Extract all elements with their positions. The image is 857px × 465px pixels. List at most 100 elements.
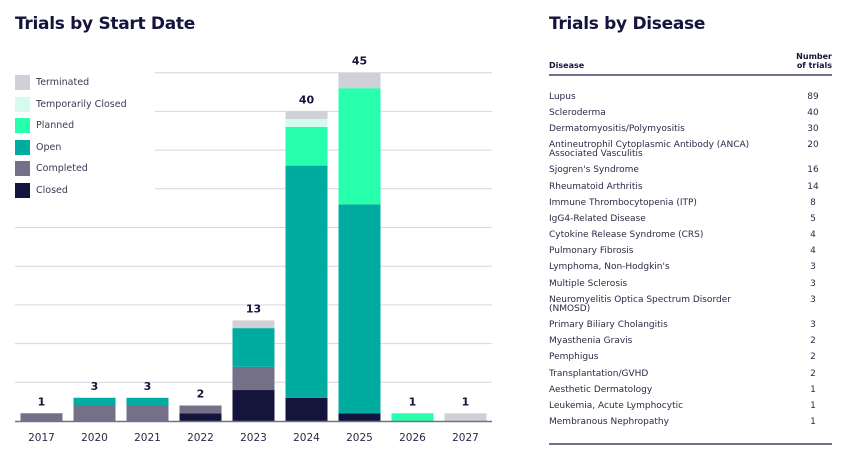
trial-count: 2 (810, 352, 816, 363)
disease-name: Immune Thrombocytopenia (ITP) (549, 197, 697, 208)
legend-label: Open (36, 141, 62, 153)
bar-segment (73, 397, 116, 406)
trial-count: 30 (807, 123, 819, 134)
table-row: Antineutrophil Cytoplasmic Antibody (ANC… (549, 138, 832, 163)
header-count-line2: of trials (796, 61, 832, 70)
disease-name: Primary Biliary Cholangitis (549, 320, 668, 331)
table-row: Pemphigus 2 (549, 350, 832, 366)
trial-count: 5 (810, 213, 816, 224)
bar-total-label: 40 (299, 93, 315, 106)
table-row: Cytokine Release Syndrome (CRS) 4 (549, 228, 832, 244)
trial-count: 20 (807, 140, 819, 151)
bar-segment (338, 72, 381, 89)
header-disease: Disease (549, 61, 585, 70)
table-row: Leukemia, Acute Lymphocytic 1 (549, 398, 832, 414)
x-tick-label: 2023 (240, 432, 267, 444)
x-tick-label: 2021 (134, 432, 161, 444)
table-row: Lymphoma, Non-Hodgkin's 3 (549, 260, 832, 276)
x-tick-label: 2017 (28, 432, 55, 444)
trial-count: 3 (810, 262, 816, 273)
legend-swatch (15, 139, 30, 155)
chart-legend: Terminated Temporarily Closed Planned Open C… (15, 72, 127, 201)
disease-name: Lupus (549, 91, 576, 102)
bar-total-label: 3 (144, 380, 152, 393)
table-header: Disease Number of trials (549, 46, 832, 76)
legend-item: Open (15, 137, 127, 159)
table-row: IgG4-Related Disease 5 (549, 211, 832, 227)
bar-segment (232, 390, 275, 421)
stacked-bar-chart: 1 2017 3 2020 3 2021 2 2022 13 2023 40 2024 45 2025 1 2… (15, 55, 492, 444)
disease-name: Myasthenia Gravis (549, 336, 633, 347)
disease-name: Leukemia, Acute Lymphocytic (549, 400, 684, 411)
bar-segment (391, 413, 434, 421)
disease-name: Cytokine Release Syndrome (CRS) (549, 230, 704, 241)
trial-count: 2 (810, 336, 816, 347)
trial-count: 1 (810, 417, 816, 428)
table-body: Lupus 89 Scleroderma 40 Dermatomyositis/Poly… (549, 76, 832, 445)
disease-name: Sjogren's Syndrome (549, 165, 639, 176)
legend-item: Completed (15, 158, 127, 180)
bar-total-label: 1 (409, 395, 417, 408)
bar-segment (232, 328, 275, 367)
header-count: Number of trials (796, 52, 832, 70)
table-row: Neuromyelitis Optica Spectrum Disorder (… (549, 292, 832, 317)
bar-segment (285, 119, 328, 127)
legend-item: Planned (15, 115, 127, 137)
legend-label: Closed (36, 184, 68, 196)
bar-segment (285, 126, 328, 166)
bar-total-label: 3 (91, 380, 99, 393)
trial-count: 14 (807, 181, 819, 192)
bar-total-label: 1 (38, 395, 46, 408)
disease-name: Scleroderma (549, 107, 606, 118)
table-row: Myasthenia Gravis 2 (549, 334, 832, 350)
table-row: Lupus 89 (549, 89, 832, 105)
x-tick-label: 2020 (81, 432, 108, 444)
disease-table: Disease Number of trials Lupus 89 Scleroder… (549, 46, 832, 445)
bar-segment (338, 88, 381, 205)
disease-name: Aesthetic Dermatology (549, 384, 653, 395)
x-tick-label: 2025 (346, 432, 373, 444)
disease-name: Neuromyelitis Optica Spectrum Disorder (… (549, 294, 731, 314)
legend-swatch (15, 118, 30, 134)
trial-count: 3 (810, 278, 816, 289)
trial-count: 1 (810, 400, 816, 411)
x-tick-label: 2024 (293, 432, 320, 444)
x-tick-label: 2026 (399, 432, 426, 444)
trial-count: 4 (810, 246, 816, 257)
disease-name: Transplantation/GVHD (549, 368, 649, 379)
bar-segment (232, 320, 275, 329)
legend-label: Completed (36, 163, 88, 175)
trial-count: 3 (810, 294, 816, 305)
table-title: Trials by Disease (549, 14, 706, 34)
table-row: Aesthetic Dermatology 1 (549, 382, 832, 398)
bar-segment (232, 366, 275, 391)
disease-name: Dermatomyositis/Polymyositis (549, 123, 685, 134)
legend-label: Planned (36, 120, 75, 132)
bar-segment (179, 413, 222, 421)
bar-segment (285, 165, 328, 398)
table-row: Rheumatoid Arthritis 14 (549, 179, 832, 195)
bar-total-label: 1 (462, 395, 470, 408)
trial-count: 89 (807, 91, 819, 102)
bar-segment (285, 111, 328, 120)
table-row: Transplantation/GVHD 2 (549, 366, 832, 382)
bar-segment (179, 405, 222, 414)
chart-title: Trials by Start Date (15, 14, 195, 34)
bar-total-label: 2 (197, 388, 205, 401)
table-row: Primary Biliary Cholangitis 3 (549, 317, 832, 333)
bar-segment (444, 413, 487, 421)
legend-swatch (15, 96, 30, 112)
bar-segment (126, 397, 169, 406)
trial-count: 3 (810, 320, 816, 331)
bar-total-label: 13 (246, 302, 261, 315)
bar-segment (20, 413, 63, 421)
disease-name: Multiple Sclerosis (549, 278, 628, 289)
table-row: Sjogren's Syndrome 16 (549, 163, 832, 179)
x-tick-label: 2022 (187, 432, 214, 444)
legend-item: Terminated (15, 72, 127, 94)
x-tick-label: 2027 (452, 432, 479, 444)
trial-count: 40 (807, 107, 819, 118)
legend-label: Terminated (36, 77, 90, 89)
legend-swatch (15, 161, 30, 177)
bar-segment (285, 397, 328, 421)
